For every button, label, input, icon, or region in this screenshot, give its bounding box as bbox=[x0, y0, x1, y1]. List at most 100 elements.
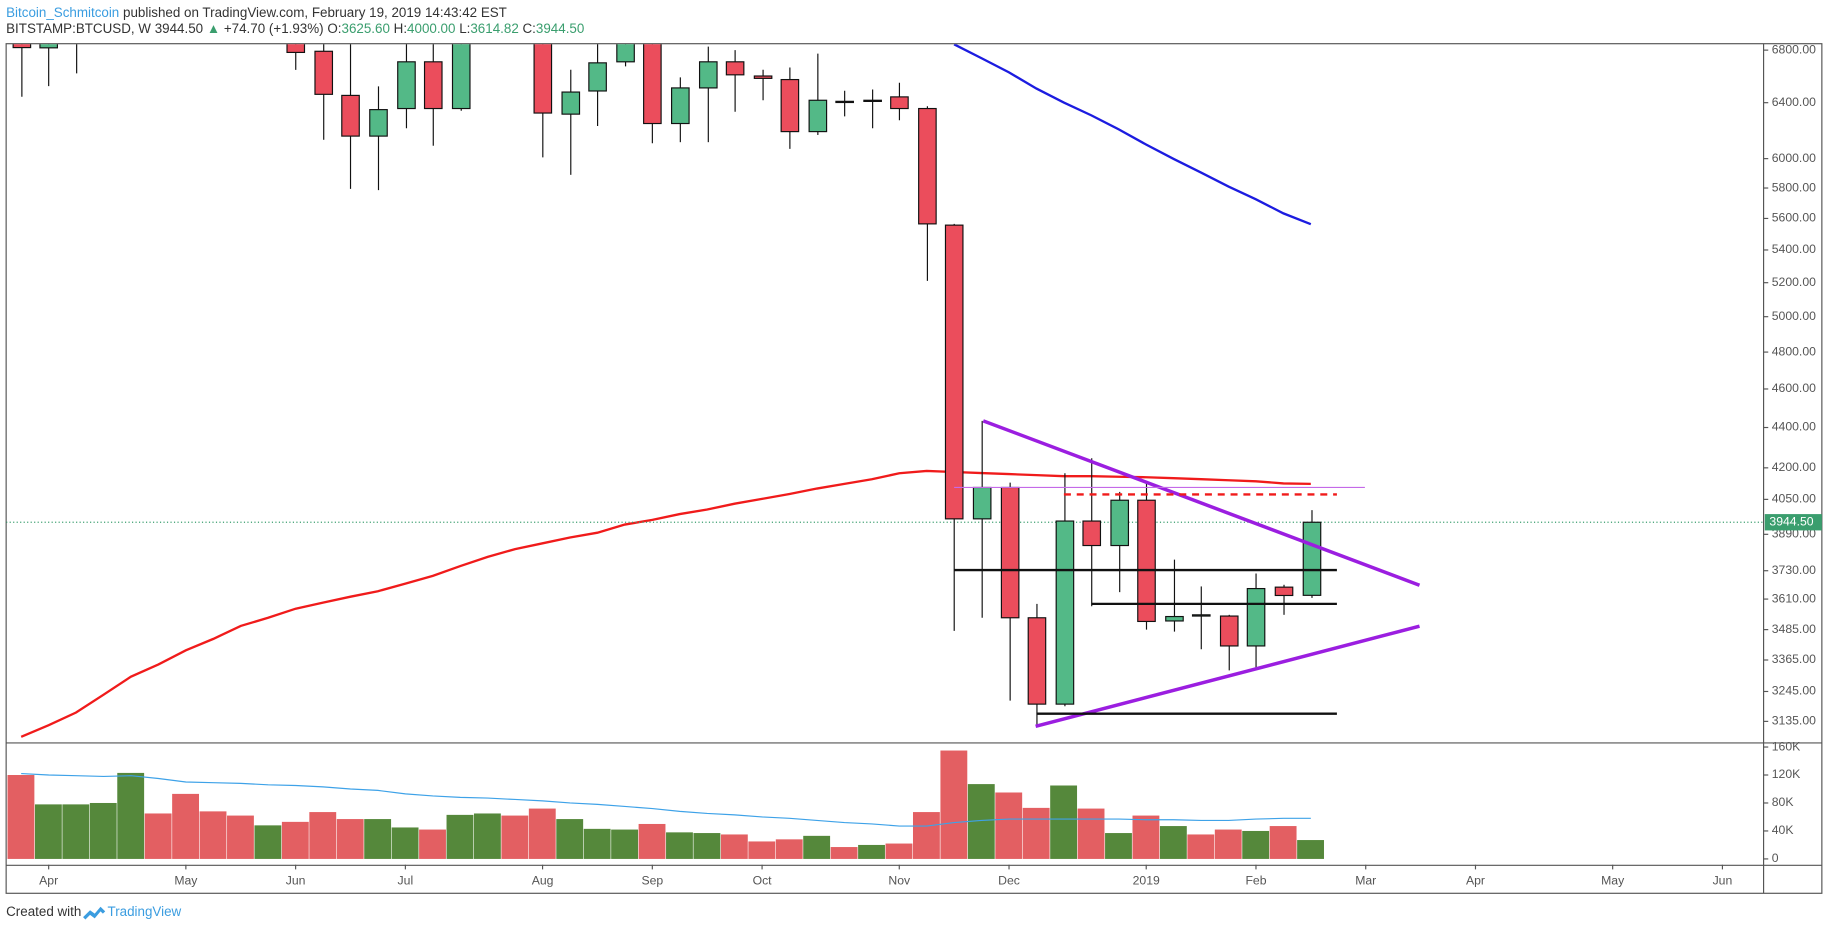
candle-body bbox=[1110, 499, 1130, 547]
volume-bar bbox=[775, 839, 803, 859]
volume-bar bbox=[666, 832, 693, 859]
candle-body bbox=[286, 44, 306, 54]
high-value: 4000.00 bbox=[407, 21, 455, 36]
footer-brand[interactable]: TradingView bbox=[108, 904, 182, 919]
open-key: O: bbox=[327, 21, 341, 36]
candle-body bbox=[671, 87, 690, 125]
last-price-label: 3944.50 bbox=[1769, 514, 1813, 528]
x-tick-label: Jun bbox=[1713, 873, 1733, 887]
volume-bar bbox=[419, 829, 446, 859]
volume-bar bbox=[446, 814, 474, 859]
change-pct: (+1.93%) bbox=[269, 21, 324, 36]
candle-body bbox=[863, 99, 882, 103]
volume-bar bbox=[556, 819, 584, 859]
volume-bar bbox=[803, 835, 831, 859]
candle-body bbox=[423, 61, 443, 110]
volume-bar bbox=[638, 823, 666, 859]
volume-bar bbox=[62, 804, 90, 859]
volume-bar bbox=[7, 775, 35, 859]
candle-body bbox=[616, 44, 635, 63]
volume-bar bbox=[1105, 833, 1132, 859]
candle-body bbox=[39, 44, 59, 49]
candle-body bbox=[890, 96, 909, 110]
volume-bar bbox=[1132, 815, 1160, 859]
candle-body bbox=[972, 486, 992, 520]
volume-bar bbox=[1159, 826, 1187, 859]
volume-bar bbox=[227, 815, 254, 859]
candle-body bbox=[643, 44, 662, 125]
author-link[interactable]: Bitcoin_Schmitcoin bbox=[6, 4, 119, 19]
volume-bar bbox=[1022, 807, 1050, 859]
candle-body bbox=[1082, 520, 1102, 547]
candle-body bbox=[725, 61, 745, 76]
y-tick-label: 4600.00 bbox=[1772, 381, 1816, 395]
candle-body bbox=[1027, 617, 1047, 705]
x-tick-label: Mar bbox=[1355, 873, 1376, 887]
candle-body bbox=[369, 109, 388, 137]
candle-body bbox=[944, 224, 964, 520]
volume-moving-average bbox=[21, 773, 1311, 827]
volume-bar bbox=[995, 792, 1023, 859]
candle-body bbox=[451, 44, 471, 110]
x-tick-label: May bbox=[174, 873, 198, 887]
symbol: BITSTAMP:BTCUSD, W bbox=[6, 21, 151, 36]
axes: 6800.00 6400.00 6000.00 5800.00 5600.00 5400.… bbox=[39, 42, 1822, 887]
candle-body bbox=[1246, 587, 1266, 647]
volume-bar bbox=[364, 819, 392, 859]
y-tick-label: 6800.00 bbox=[1772, 42, 1816, 56]
volume-bar bbox=[391, 827, 419, 859]
x-tick-label: Oct bbox=[753, 873, 773, 887]
volume-bar bbox=[473, 813, 501, 859]
close-value: 3944.50 bbox=[536, 21, 584, 36]
y-tick-label: 3610.00 bbox=[1772, 591, 1816, 605]
candle-body bbox=[1055, 520, 1075, 705]
x-tick-label: Jun bbox=[286, 873, 306, 887]
candle-body bbox=[561, 91, 581, 115]
arrow: ▲ bbox=[207, 21, 220, 36]
candle-body bbox=[397, 61, 416, 110]
x-tick-label: Nov bbox=[888, 873, 911, 887]
y-tick-label: 40K bbox=[1772, 823, 1795, 837]
volume-bar bbox=[940, 750, 968, 859]
trend-drawing bbox=[982, 419, 1421, 587]
y-tick-label: 3365.00 bbox=[1772, 652, 1816, 666]
last-price-badge bbox=[1764, 514, 1822, 531]
volume-bar bbox=[199, 811, 227, 859]
moving-average bbox=[20, 469, 1311, 738]
y-tick-label: 3485.00 bbox=[1772, 622, 1816, 636]
y-tick-label: 4400.00 bbox=[1772, 420, 1816, 434]
symbol-line: BITSTAMP:BTCUSD, W 3944.50 ▲ +74.70 (+1.… bbox=[6, 21, 584, 36]
x-tick-label: Dec bbox=[998, 873, 1020, 887]
change: +74.70 bbox=[224, 21, 265, 36]
x-tick-label: Apr bbox=[1466, 873, 1485, 887]
open-value: 3625.60 bbox=[342, 21, 390, 36]
candle-body bbox=[588, 62, 607, 92]
logo-icon bbox=[83, 906, 106, 920]
y-tick-label: 6400.00 bbox=[1772, 95, 1816, 109]
volume-bar bbox=[1214, 829, 1242, 859]
y-tick-label: 4050.00 bbox=[1772, 492, 1816, 506]
low-key: L: bbox=[459, 21, 470, 36]
y-tick-label: 5400.00 bbox=[1772, 242, 1816, 256]
candle-body bbox=[1219, 615, 1239, 647]
y-tick-label: 160K bbox=[1772, 739, 1801, 753]
close-key: C: bbox=[523, 21, 536, 36]
volume-bar bbox=[309, 812, 337, 859]
tradingview-logo[interactable]: TradingView bbox=[83, 904, 182, 920]
candle-body bbox=[12, 44, 32, 49]
y-tick-label: 4800.00 bbox=[1772, 344, 1816, 358]
y-tick-label: 120K bbox=[1772, 767, 1801, 781]
candle-body bbox=[808, 99, 828, 133]
trend-drawing bbox=[1035, 624, 1420, 729]
candle-body bbox=[533, 44, 553, 114]
volume-bar bbox=[1297, 840, 1324, 859]
volume-bar bbox=[720, 834, 748, 859]
y-tick-label: 6000.00 bbox=[1772, 151, 1816, 165]
moving-average bbox=[953, 44, 1312, 226]
volume-bar bbox=[89, 802, 117, 859]
y-tick-label: 5600.00 bbox=[1772, 211, 1816, 225]
volume-bar bbox=[1269, 826, 1297, 859]
candle-body bbox=[1165, 615, 1184, 622]
